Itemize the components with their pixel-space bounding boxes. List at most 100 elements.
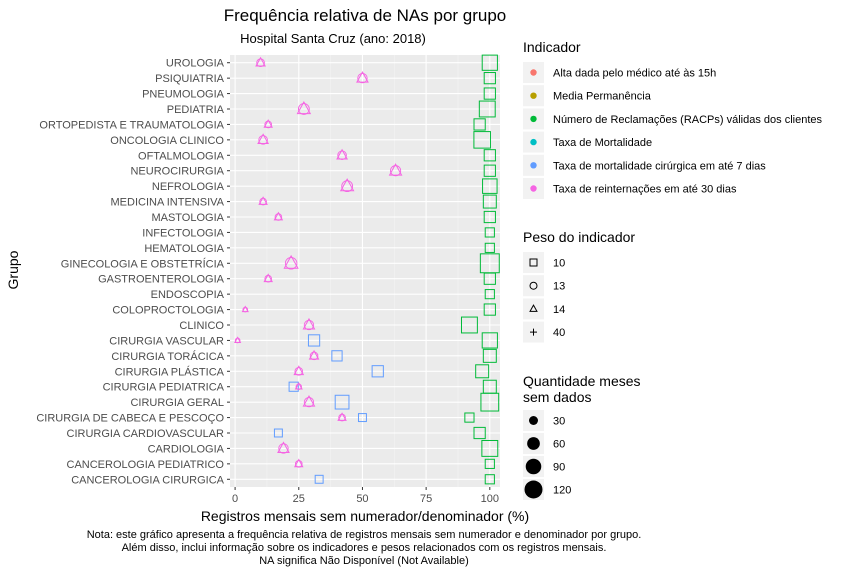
data-point-cirurgia-cardiovascular [273, 428, 283, 438]
data-point-circle-coloproctologia [242, 306, 249, 313]
data-point-cirurgia-plastica [475, 364, 490, 379]
data-point-neurocirurgia [388, 163, 403, 176]
data-point-circle-cirurgia-vascular [234, 337, 241, 344]
data-point-ortopedista-e-traumatologia [473, 118, 486, 131]
data-point-oncologia-clinico [473, 131, 491, 149]
data-point-circle-cirurgia-plastica [294, 366, 304, 376]
data-point-circle-cirurgia-toracica [309, 351, 319, 361]
data-point-clinico [460, 316, 478, 334]
y-tick-label-psiquiatria: PSIQUIATRIA [155, 73, 225, 85]
data-point-cirurgia-cardiovascular [473, 426, 486, 440]
data-point-cirurgia-plastica [371, 365, 384, 378]
legend-title-peso: Peso do indicador [523, 229, 635, 245]
data-point-cirurgia-geral [302, 395, 316, 407]
data-point-circle-gastroenterologia [264, 274, 272, 283]
x-axis-label: Registros mensais sem numerador/denomina… [201, 508, 529, 524]
legend-size-dot [525, 458, 542, 475]
y-tick-label-cirurgia-geral: CIRURGIA GERAL [130, 397, 224, 409]
y-tick-label-infectologia: INFECTOLOGIA [142, 227, 224, 239]
legend-qtd-label-90: 90 [553, 462, 565, 474]
footnote: Nota: este gráfico apresenta a frequênci… [0, 529, 728, 568]
data-point-psiquiatria [356, 71, 369, 83]
y-tick-label-cirurgia-vascular: CIRURGIA VASCULAR [109, 335, 224, 347]
data-point-cirurgia-toracica [331, 350, 343, 362]
legend-peso-label-13: 13 [553, 281, 565, 293]
data-point-mastologia [273, 211, 284, 221]
data-point-medicina-intensiva [258, 196, 268, 205]
legend-title-quantidade-2: sem dados [523, 389, 591, 405]
y-tick-label-cirurgia-de-cabeca-e-pescoco: CIRURGIA DE CABECA E PESCOÇO [36, 413, 224, 425]
legend: Indicador Alta dada pelo médico até às 1… [523, 39, 822, 500]
data-point-circle-medicina-intensiva [259, 197, 267, 206]
y-tick-label-endoscopia: ENDOSCOPIA [151, 289, 225, 301]
y-tick-label-cirurgia-pediatrica: CIRURGIA PEDIATRICA [103, 382, 225, 394]
data-point-cancerologia-cirurgica [484, 474, 495, 485]
x-tick-label: 100 [481, 493, 499, 505]
x-axis-ticks: 0 25 50 75 100 [232, 487, 499, 505]
y-tick-label-gastroenterologia: GASTROENTEROLOGIA [98, 274, 225, 286]
legend-label-taxa-de-mortalidade: Taxa de Mortalidade [553, 137, 652, 149]
data-point-medicina-intensiva [482, 194, 497, 209]
data-point-cirurgia-de-cabeca-e-pescoco [464, 412, 475, 423]
legend-label-taxa-de-reinternacoes-em-ate-30-dias: Taxa de reinternações em até 30 dias [553, 184, 737, 196]
legend-qtd-label-30: 30 [553, 416, 565, 428]
data-point-cirurgia-pediatrica [288, 381, 299, 392]
y-tick-label-ortopedista-e-traumatologia: ORTOPEDISTA E TRAUMATOLOGIA [39, 119, 224, 131]
x-tick-label: 25 [293, 493, 305, 505]
y-tick-label-mastologia: MASTOLOGIA [151, 212, 224, 224]
data-point-cancerologia-pediatrico [293, 458, 304, 468]
legend-swatch-taxa-de-reinternacoes-em-ate-30-dias [530, 185, 537, 192]
data-point-cirurgia-toracica [482, 348, 497, 363]
legend-label-alta-dada-pelo-medico-ate-as-15h: Alta dada pelo médico até às 15h [553, 68, 716, 80]
data-point-ginecologia-e-obstetricia [283, 254, 299, 269]
legend-key-bg [523, 275, 544, 297]
data-point-cardiologia [481, 439, 499, 457]
data-point-cirurgia-de-cabeca-e-pescoco [337, 412, 347, 421]
data-point-psiquiatria [483, 72, 496, 85]
data-point-circle-clinico [303, 319, 315, 331]
legend-shape-circle-icon [529, 281, 538, 290]
y-tick-label-ginecologia-e-obstetricia: GINECOLOGIA E OBSTETRÍCIA [61, 257, 225, 270]
y-tick-label-pneumologia: PNEUMOLOGIA [142, 89, 225, 101]
legend-swatch-numero-de-reclamacoes-racps-validas-dos-clientes [530, 115, 537, 123]
data-point-neurocirurgia [483, 164, 496, 177]
data-point-pediatria [296, 100, 312, 115]
data-point-hematologia [484, 242, 495, 253]
data-point-cirurgia-geral [334, 394, 350, 410]
legend-swatch-media-permanencia [530, 92, 537, 99]
data-point-circle-cirurgia-de-cabeca-e-pescoco [338, 413, 346, 422]
y-tick-label-cancerologia-pediatrico: CANCEROLOGIA PEDIATRICO [67, 459, 225, 471]
data-point-oftalmologia [483, 149, 496, 162]
data-point-cirurgia-vascular [307, 334, 321, 347]
chart-subtitle: Hospital Santa Cruz (ano: 2018) [240, 31, 426, 46]
y-tick-label-pediatria: PEDIATRIA [167, 104, 225, 116]
legend-peso-items: 10 13 14 40 [523, 252, 565, 343]
legend-size-dot [527, 437, 540, 450]
data-point-cardiologia [277, 441, 290, 453]
legend-peso-label-40: 40 [553, 327, 565, 339]
legend-peso-label-10: 10 [553, 258, 565, 270]
data-point-nefrologia [339, 178, 355, 192]
data-point-circle-oncologia-clinico [258, 135, 268, 145]
data-point-circle-neurocirurgia [390, 165, 402, 177]
data-point-circle-urologia [256, 58, 265, 68]
data-point-pediatria [478, 100, 496, 118]
data-point-nefrologia [482, 178, 498, 194]
data-point-circle-mastologia [274, 213, 283, 221]
x-tick-label: 0 [232, 493, 238, 505]
data-point-cirurgia-geral [480, 392, 500, 412]
y-axis-label: Grupo [5, 250, 21, 289]
legend-label-numero-de-reclamacoes-racps-validas-dos-clientes: Número de Reclamações (RACPs) válidas do… [553, 114, 822, 126]
y-tick-label-oftalmologia: OFTALMOLOGIA [138, 150, 225, 162]
legend-shape-square-icon [529, 258, 538, 267]
y-tick-label-coloproctologia: COLOPROCTOLOGIA [112, 305, 224, 317]
data-point-circle-nefrologia [341, 180, 354, 193]
data-points [234, 54, 500, 485]
data-point-infectologia [484, 227, 495, 238]
legend-size-dot [524, 480, 543, 499]
data-point-urologia [255, 56, 266, 67]
legend-swatch-taxa-de-mortalidade-cirurgica-em-ate-7-dias [530, 162, 537, 169]
y-tick-label-urologia: UROLOGIA [166, 58, 225, 70]
legend-quantidade-items: 30 60 90 120 [523, 410, 571, 500]
